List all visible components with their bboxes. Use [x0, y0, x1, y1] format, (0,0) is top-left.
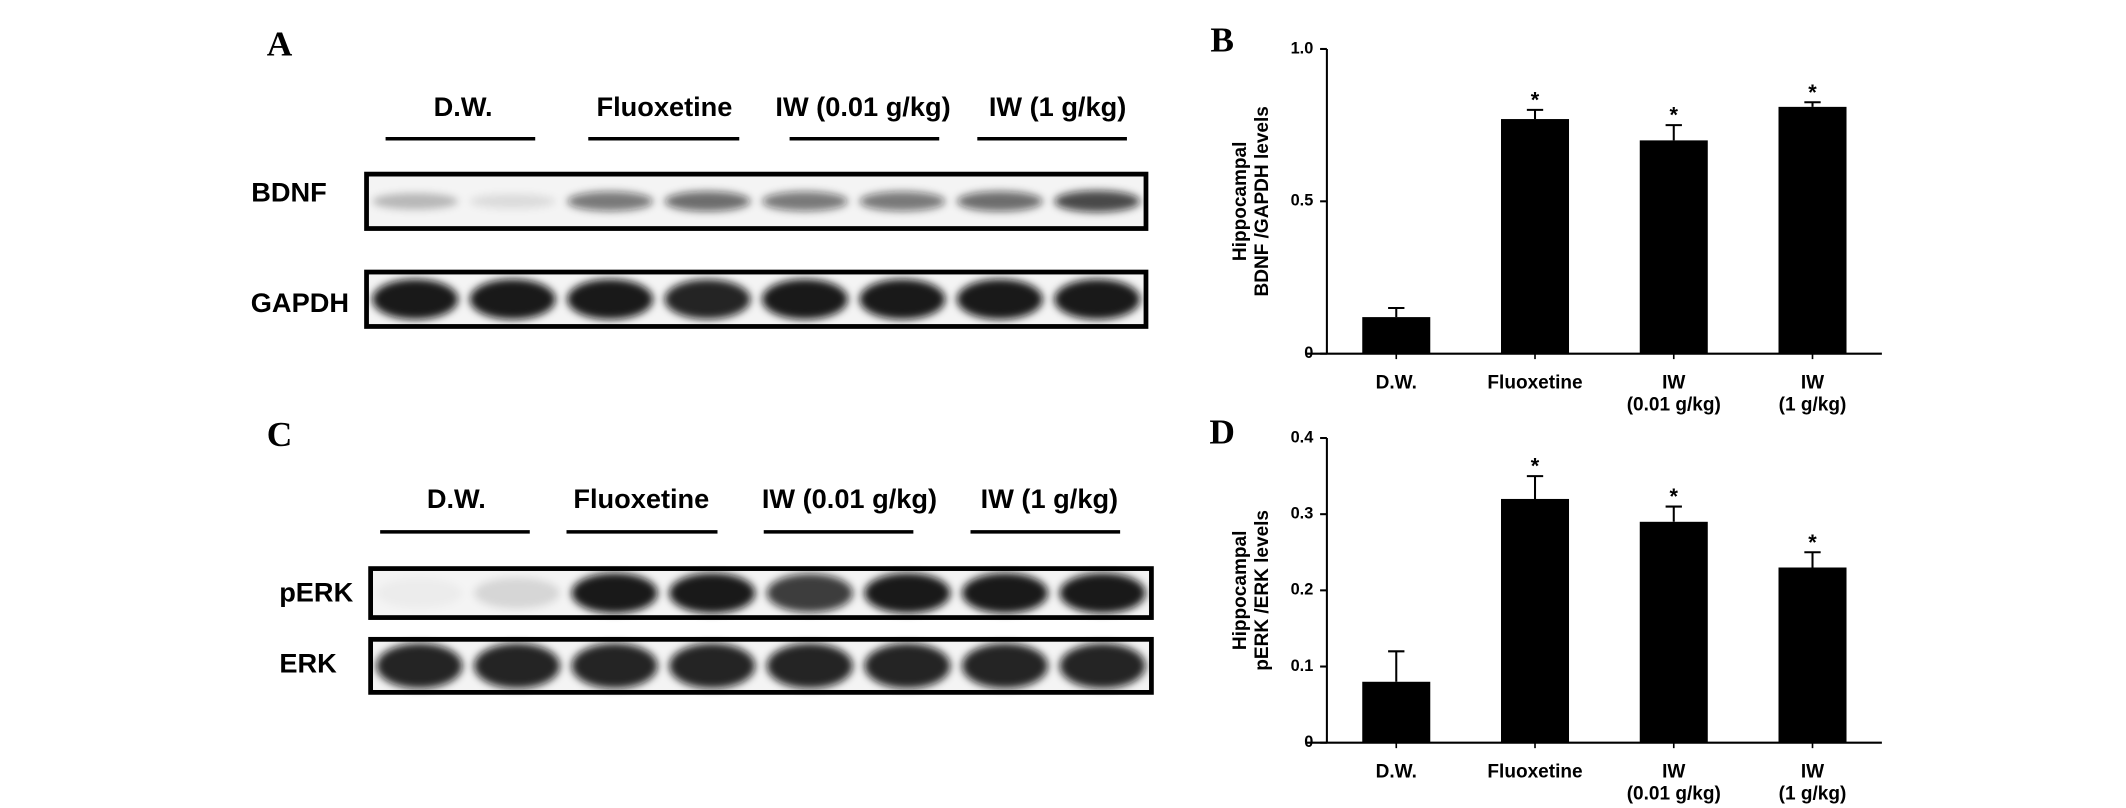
- band: [864, 572, 951, 614]
- error-bar: [1665, 124, 1682, 141]
- bar: [1639, 140, 1708, 354]
- panel-label: B: [1210, 20, 1234, 60]
- x-tick-label: D.W.: [1376, 373, 1417, 394]
- band: [1054, 190, 1141, 213]
- band: [376, 643, 463, 689]
- band: [766, 643, 853, 689]
- band: [372, 279, 459, 320]
- band: [859, 279, 946, 320]
- blot-frame: [364, 171, 1149, 231]
- x-tick-label: Fluoxetine: [1487, 762, 1582, 783]
- significance-marker: *: [1808, 530, 1817, 555]
- band: [469, 193, 556, 209]
- bar: [1778, 106, 1847, 354]
- y-tick-label: 0.4: [1291, 428, 1314, 446]
- y-axis-label: HippocampalpERK /ERK levels: [1230, 510, 1273, 671]
- band: [962, 572, 1048, 614]
- panel-label: C: [267, 414, 293, 454]
- band: [859, 191, 946, 212]
- row-label: BDNF: [251, 177, 327, 208]
- band: [762, 279, 848, 320]
- y-tick-label: 0: [1304, 344, 1313, 362]
- band: [1059, 572, 1146, 614]
- bar: [1778, 567, 1847, 743]
- band: [376, 578, 462, 608]
- band: [474, 643, 560, 689]
- significance-marker: *: [1670, 484, 1679, 509]
- y-tick-label: 0.1: [1291, 657, 1314, 675]
- bar: [1501, 498, 1570, 743]
- x-tick-label: IW (0.01 g/kg): [1627, 762, 1721, 805]
- band: [669, 643, 756, 689]
- band: [567, 191, 653, 212]
- band: [1059, 643, 1146, 689]
- x-tick-label: D.W.: [1376, 762, 1417, 783]
- band: [474, 577, 560, 609]
- panel-label: A: [267, 24, 293, 64]
- bands: [376, 643, 1146, 689]
- group-label: IW (0.01 g/kg): [762, 483, 937, 514]
- band: [664, 191, 751, 212]
- significance-marker: *: [1808, 80, 1817, 105]
- x-tick-label: IW (1 g/kg): [1779, 762, 1847, 805]
- band: [864, 643, 951, 689]
- band: [571, 643, 658, 689]
- band: [571, 572, 658, 614]
- band: [766, 573, 853, 613]
- significance-marker: *: [1531, 454, 1540, 479]
- group-label: IW (1 g/kg): [981, 483, 1118, 514]
- error-bar: [1804, 101, 1821, 107]
- group-label: Fluoxetine: [573, 483, 709, 514]
- bar: [1639, 521, 1708, 743]
- y-tick-label: 0.2: [1291, 581, 1314, 599]
- band: [962, 643, 1048, 689]
- error-bar: [1388, 306, 1405, 318]
- bands: [376, 572, 1146, 614]
- y-tick-label: 0.3: [1291, 504, 1314, 522]
- row-label: GAPDH: [251, 287, 349, 318]
- row-label: ERK: [279, 647, 337, 678]
- band: [469, 279, 556, 320]
- x-tick-label: IW (1 g/kg): [1779, 373, 1847, 416]
- group-label: Fluoxetine: [596, 91, 732, 122]
- error-bar: [1388, 650, 1405, 682]
- band: [1054, 279, 1141, 320]
- bands: [372, 190, 1141, 213]
- blot-frame: [364, 269, 1149, 329]
- y-tick-label: 0: [1304, 733, 1313, 751]
- x-tick-label: IW (0.01 g/kg): [1627, 373, 1721, 416]
- error-bar: [1526, 475, 1544, 499]
- blot-frame: [368, 636, 1154, 695]
- band: [956, 191, 1043, 212]
- bands: [372, 279, 1141, 320]
- error-bar: [1804, 551, 1821, 568]
- bar: [1501, 119, 1570, 354]
- y-tick-label: 0.5: [1291, 192, 1314, 210]
- band: [762, 191, 848, 212]
- significance-marker: *: [1670, 103, 1679, 128]
- y-axis-label: HippocampalBDNF /GAPDH levels: [1230, 106, 1273, 296]
- band: [664, 279, 751, 320]
- error-bar: [1665, 505, 1682, 522]
- band: [669, 572, 756, 614]
- row-label: pERK: [279, 577, 353, 608]
- group-label: IW (0.01 g/kg): [775, 91, 950, 122]
- significance-marker: *: [1531, 87, 1540, 112]
- band: [956, 279, 1043, 320]
- band: [567, 279, 653, 320]
- blot-frame: [368, 566, 1154, 620]
- error-bar: [1526, 108, 1544, 120]
- bar: [1362, 681, 1431, 743]
- group-label: D.W.: [427, 483, 486, 514]
- y-tick-label: 1.0: [1291, 39, 1314, 57]
- band: [372, 193, 459, 210]
- x-tick-label: Fluoxetine: [1487, 373, 1582, 394]
- bar: [1362, 317, 1431, 354]
- group-label: IW (1 g/kg): [989, 91, 1126, 122]
- panel-label: D: [1209, 411, 1235, 451]
- group-label: D.W.: [434, 91, 493, 122]
